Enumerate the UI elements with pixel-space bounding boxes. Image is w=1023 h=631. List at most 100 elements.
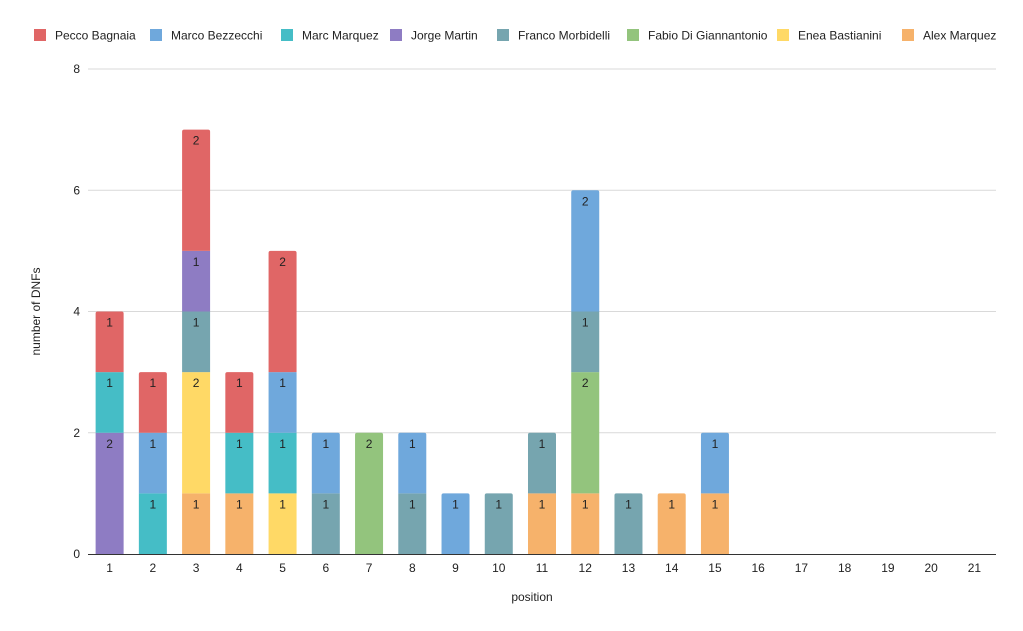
x-tick-label: 19 (881, 561, 895, 575)
x-tick-label: 9 (452, 561, 459, 575)
data-label-alex-marquez-pos-12: 1 (582, 497, 589, 511)
legend-label-alex-marquez: Alex Marquez (923, 29, 996, 43)
legend-label-marco-bezzecchi: Marco Bezzecchi (171, 29, 262, 43)
legend-swatch-alex-marquez (902, 29, 914, 41)
bar-segment-marco-bezzecchi-pos-9 (441, 493, 470, 554)
x-tick-label: 6 (322, 561, 329, 575)
segment-labels: 2 1 1 1 1 1 1 2 1 1 2 1 1 1 1 1 1 2 1 1 2 1 1 1 1 1 1 1 2 1 2 1 1 1 1 (106, 134, 718, 512)
x-tick-label: 2 (150, 561, 157, 575)
bar-segment-franco-morbidelli-pos-8 (398, 493, 427, 554)
bar-segment-marc-marquez-pos-1 (95, 372, 124, 433)
legend-label-fabio-di-giannantonio: Fabio Di Giannantonio (648, 29, 768, 43)
legend-swatch-marco-bezzecchi (150, 29, 162, 41)
data-label-fabio-di-giannantonio-pos-12: 2 (582, 376, 589, 390)
bar-segment-jorge-martin-pos-3 (182, 250, 211, 312)
legend-label-franco-morbidelli: Franco Morbidelli (518, 29, 610, 43)
data-label-alex-marquez-pos-14: 1 (668, 497, 675, 511)
bar-segment-marc-marquez-pos-5 (268, 432, 297, 494)
x-tick-label: 14 (665, 561, 679, 575)
bar-segment-alex-marquez-pos-15 (700, 493, 729, 554)
bar-segment-pecco-bagnaia-pos-4 (225, 372, 254, 433)
data-label-marco-bezzecchi-pos-12: 2 (582, 194, 589, 208)
data-label-marco-bezzecchi-pos-9: 1 (452, 497, 459, 511)
bar-segment-alex-marquez-pos-4 (225, 493, 254, 554)
x-tick-label: 8 (409, 561, 416, 575)
data-label-pecco-bagnaia-pos-4: 1 (236, 376, 243, 390)
bar-segment-marc-marquez-pos-2 (138, 493, 167, 554)
y-tick-label: 6 (73, 183, 80, 197)
bar-segment-marco-bezzecchi-pos-12 (571, 190, 600, 312)
bar-segment-pecco-bagnaia-pos-1 (95, 311, 124, 373)
bar-segment-alex-marquez-pos-11 (528, 493, 556, 554)
bar-segment-franco-morbidelli-pos-12 (571, 311, 600, 373)
bar-segment-marco-bezzecchi-pos-8 (398, 432, 427, 494)
data-label-jorge-martin-pos-3: 1 (193, 255, 200, 269)
x-tick-label: 11 (536, 561, 549, 575)
data-label-pecco-bagnaia-pos-3: 2 (193, 134, 200, 148)
legend-swatch-fabio-di-giannantonio (627, 29, 639, 41)
y-tick-label: 8 (73, 62, 80, 76)
legend-label-pecco-bagnaia: Pecco Bagnaia (55, 29, 136, 43)
data-label-alex-marquez-pos-15: 1 (712, 497, 719, 511)
bar-segment-alex-marquez-pos-12 (571, 493, 600, 554)
data-label-marco-bezzecchi-pos-8: 1 (409, 437, 416, 451)
x-tick-label: 10 (492, 561, 506, 575)
data-label-alex-marquez-pos-4: 1 (236, 497, 243, 511)
x-tick-label: 15 (708, 561, 722, 575)
data-label-franco-morbidelli-pos-10: 1 (495, 497, 502, 511)
bar-segment-marc-marquez-pos-4 (225, 432, 254, 494)
data-label-franco-morbidelli-pos-6: 1 (322, 497, 329, 511)
y-tick-label: 2 (73, 426, 80, 440)
data-label-pecco-bagnaia-pos-5: 2 (279, 255, 286, 269)
bar-segment-marco-bezzecchi-pos-15 (700, 432, 729, 494)
x-tick-label: 16 (752, 561, 766, 575)
data-label-fabio-di-giannantonio-pos-7: 2 (366, 437, 373, 451)
bar-segment-fabio-di-giannantonio-pos-12 (571, 372, 600, 494)
bar-segment-marco-bezzecchi-pos-2 (138, 432, 167, 494)
bar-segment-franco-morbidelli-pos-6 (311, 493, 340, 554)
legend-swatch-jorge-martin (390, 29, 402, 41)
gridlines (88, 68, 996, 434)
data-label-marc-marquez-pos-1: 1 (106, 376, 113, 390)
bar-segment-enea-bastianini-pos-3 (182, 372, 211, 494)
x-axis-title: position (511, 590, 552, 604)
legend-label-enea-bastianini: Enea Bastianini (798, 29, 881, 43)
data-label-marco-bezzecchi-pos-2: 1 (150, 437, 157, 451)
legend-swatch-franco-morbidelli (497, 29, 509, 41)
data-label-alex-marquez-pos-3: 1 (193, 497, 200, 511)
legend-swatch-enea-bastianini (777, 29, 789, 41)
data-label-marco-bezzecchi-pos-5: 1 (279, 376, 286, 390)
bars (95, 129, 729, 554)
x-tick-label: 18 (838, 561, 852, 575)
y-tick-label: 0 (73, 547, 80, 561)
bar-segment-franco-morbidelli-pos-10 (484, 493, 513, 554)
y-axis-title: number of DNFs (29, 267, 43, 355)
bar-segment-enea-bastianini-pos-5 (268, 493, 297, 554)
data-label-alex-marquez-pos-11: 1 (539, 497, 546, 511)
data-label-marco-bezzecchi-pos-6: 1 (322, 437, 329, 451)
data-label-pecco-bagnaia-pos-1: 1 (106, 316, 113, 330)
data-label-franco-morbidelli-pos-12: 1 (582, 316, 589, 330)
bar-segment-marco-bezzecchi-pos-5 (268, 372, 297, 433)
x-axis-ticks: 1 2 3 4 5 6 7 8 9 10 11 12 13 14 15 16 17 18 19 20 21 (106, 561, 981, 575)
legend-swatch-marc-marquez (281, 29, 293, 41)
legend-swatch-pecco-bagnaia (34, 29, 46, 41)
data-label-enea-bastianini-pos-5: 1 (279, 497, 286, 511)
data-label-franco-morbidelli-pos-3: 1 (193, 316, 200, 330)
bar-segment-jorge-martin-pos-1 (95, 432, 124, 554)
data-label-franco-morbidelli-pos-13: 1 (625, 497, 632, 511)
x-tick-label: 12 (579, 561, 593, 575)
bar-segment-franco-morbidelli-pos-13 (614, 493, 643, 554)
y-axis-ticks: 0 2 4 6 8 (73, 62, 80, 561)
x-tick-label: 3 (193, 561, 200, 575)
data-label-marc-marquez-pos-5: 1 (279, 437, 286, 451)
x-tick-label: 7 (366, 561, 373, 575)
bar-segment-alex-marquez-pos-14 (657, 493, 686, 554)
bar-segment-pecco-bagnaia-pos-3 (182, 129, 211, 251)
bar-segment-fabio-di-giannantonio-pos-7 (355, 432, 384, 554)
legend-label-jorge-martin: Jorge Martin (411, 29, 478, 43)
y-tick-label: 4 (73, 305, 80, 319)
bar-segment-alex-marquez-pos-3 (182, 493, 211, 554)
data-label-jorge-martin-pos-1: 2 (106, 437, 113, 451)
bar-segment-franco-morbidelli-pos-3 (182, 311, 211, 373)
